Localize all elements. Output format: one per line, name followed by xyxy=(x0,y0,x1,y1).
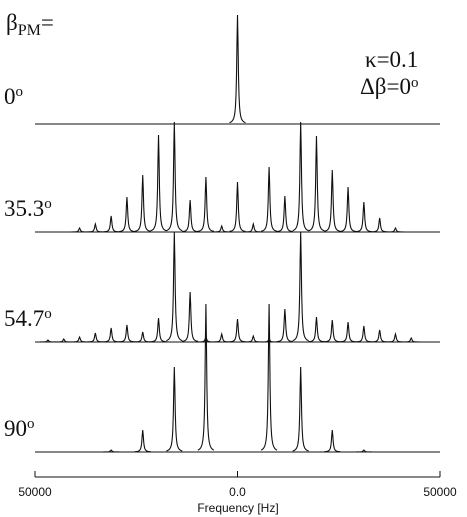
peak xyxy=(87,221,104,233)
degree-mark: o xyxy=(27,416,35,432)
trace-name: 90 xyxy=(4,416,27,441)
peak xyxy=(355,449,372,453)
peak xyxy=(308,135,325,232)
peak xyxy=(134,331,151,343)
trace-name: 54.7 xyxy=(4,306,44,331)
degree-mark: o xyxy=(44,196,52,212)
peak xyxy=(166,231,183,342)
trace-label: 54.7o xyxy=(4,306,52,331)
peak xyxy=(103,215,120,233)
peak xyxy=(292,121,309,232)
trace-name: 0 xyxy=(4,84,16,109)
x-tick-label: 50000 xyxy=(423,485,457,499)
peak xyxy=(339,186,357,232)
peak xyxy=(103,449,120,453)
peak xyxy=(260,166,278,232)
peak xyxy=(371,329,388,343)
peak xyxy=(134,429,151,453)
trace-label: 90o xyxy=(4,416,35,441)
peak xyxy=(150,317,167,343)
peak xyxy=(324,169,341,232)
peak xyxy=(355,325,372,343)
peak xyxy=(387,331,404,343)
peak xyxy=(182,291,199,342)
peak xyxy=(324,319,341,343)
peak xyxy=(182,199,199,233)
peak xyxy=(213,224,230,233)
peak xyxy=(229,318,246,343)
peak xyxy=(308,316,325,343)
trace-label: 35.3o xyxy=(4,196,52,221)
peak xyxy=(403,336,420,343)
peak xyxy=(166,121,183,232)
peak xyxy=(245,334,262,343)
beta-label: βPM= xyxy=(6,10,54,39)
peak xyxy=(340,321,357,343)
peak xyxy=(292,231,309,342)
peak xyxy=(55,338,72,343)
trace-label: 0o xyxy=(4,84,23,109)
peak xyxy=(197,303,215,451)
peak xyxy=(118,196,136,233)
peak xyxy=(371,217,388,233)
peak xyxy=(276,308,293,343)
peak xyxy=(229,14,246,124)
peak xyxy=(134,174,151,232)
x-tick-label: 0.0 xyxy=(229,485,246,499)
peak xyxy=(324,429,341,453)
trace-name: 35.3 xyxy=(4,196,44,221)
peak xyxy=(229,181,246,232)
peak xyxy=(197,176,215,232)
peak xyxy=(87,332,104,343)
peak xyxy=(292,366,309,452)
degree-mark: o xyxy=(16,84,24,100)
peak xyxy=(387,226,404,233)
degree-mark: o xyxy=(44,306,52,322)
peak xyxy=(71,226,88,233)
peak xyxy=(150,134,167,232)
peak xyxy=(39,339,56,343)
peak xyxy=(245,221,262,233)
peak xyxy=(118,324,135,343)
kappa-annotation: κ=0.1 xyxy=(365,47,418,72)
x-tick-label: 50000 xyxy=(18,485,52,499)
peak xyxy=(260,303,278,451)
peak xyxy=(213,331,230,343)
delta-beta-annotation: Δβ=0o xyxy=(360,74,418,99)
peak xyxy=(276,195,293,233)
peak xyxy=(71,335,88,343)
peak xyxy=(103,327,120,343)
x-axis-label: Frequency [Hz] xyxy=(197,501,278,515)
peak xyxy=(355,201,372,233)
peak xyxy=(166,366,183,452)
